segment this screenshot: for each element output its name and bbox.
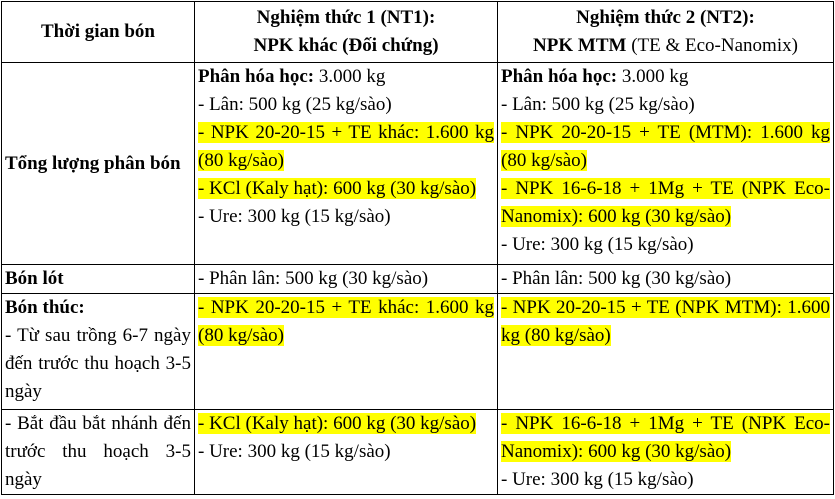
line: - NPK 20-20-15 + TE khác: 1.600 kg (80 k… <box>198 119 494 175</box>
text-run: - Ure: 300 kg (15 kg/sào) <box>501 234 694 255</box>
text-run: - NPK 16-6-18 + 1Mg + TE (NPK Eco-Nanomi… <box>501 413 830 462</box>
text-run: NPK khác (Đối chứng) <box>253 35 439 56</box>
line: NPK MTM (TE & Eco-Nanomix) <box>501 32 830 60</box>
line: - KCl (Kaly hạt): 600 kg (30 kg/sào) <box>198 410 494 438</box>
line: - Phân lân: 500 kg (30 kg/sào) <box>501 265 830 293</box>
text-run: - NPK 20-20-15 + TE khác: 1.600 kg (80 k… <box>198 122 494 171</box>
text-run: - Lân: 500 kg (25 kg/sào) <box>501 94 695 115</box>
text-run: 3.000 kg <box>314 66 386 87</box>
row-label-cell: Bón lót <box>1 264 195 294</box>
text-run: - Ure: 300 kg (15 kg/sào) <box>198 206 391 227</box>
text-run: - Phân lân: 500 kg (30 kg/sào) <box>501 268 732 289</box>
line: Phân hóa học: 3.000 kg <box>501 63 830 91</box>
row-label-cell: - Bắt đầu bắt nhánh đến trước thu hoạch … <box>1 409 195 495</box>
line: - NPK 16-6-18 + 1Mg + TE (NPK Eco-Nanomi… <box>501 410 830 466</box>
line: - Ure: 300 kg (15 kg/sào) <box>501 466 830 494</box>
line: - NPK 20-20-15 + TE (NPK MTM): 1.600 kg … <box>501 294 830 350</box>
header-cell: Thời gian bón <box>1 1 195 63</box>
line: - Ure: 300 kg (15 kg/sào) <box>198 438 494 466</box>
text-run: - Bắt đầu bắt nhánh đến trước thu hoạch … <box>5 413 191 490</box>
table-row: Bón lót - Phân lân: 500 kg (30 kg/sào) - P… <box>1 264 834 294</box>
header-cell: Nghiệm thức 2 (NT2): NPK MTM (TE & Eco-Na… <box>497 1 834 63</box>
cell: - NPK 16-6-18 + 1Mg + TE (NPK Eco-Nanomi… <box>497 409 834 495</box>
header-cell: Nghiệm thức 1 (NT1): NPK khác (Đối chứng) <box>194 1 498 63</box>
text-run: Phân hóa học: <box>501 66 618 87</box>
text-run: - Lân: 500 kg (25 kg/sào) <box>198 94 392 115</box>
line: NPK khác (Đối chứng) <box>198 32 494 60</box>
line: - NPK 20-20-15 + TE (MTM): 1.600 kg (80 … <box>501 119 830 175</box>
line: - Ure: 300 kg (15 kg/sào) <box>198 203 494 231</box>
text-run: (TE & Eco-Nanomix) <box>626 35 798 56</box>
line: - NPK 20-20-15 + TE khác: 1.600 kg (80 k… <box>198 294 494 350</box>
line: Nghiệm thức 1 (NT1): <box>198 4 494 32</box>
cell: - KCl (Kaly hạt): 600 kg (30 kg/sào) - Ur… <box>194 409 498 495</box>
line: Phân hóa học: 3.000 kg <box>198 63 494 91</box>
line: Bón thúc: <box>5 294 191 322</box>
line: Thời gian bón <box>5 18 191 46</box>
text-run: Phân hóa học: <box>198 66 315 87</box>
line: - NPK 16-6-18 + 1Mg + TE (NPK Eco-Nanomi… <box>501 175 830 231</box>
text-run: - Từ sau trồng 6-7 ngày đến trước thu ho… <box>5 325 191 402</box>
cell: Phân hóa học: 3.000 kg - Lân: 500 kg (25 … <box>497 62 834 265</box>
text-run: - Phân lân: 500 kg (30 kg/sào) <box>198 268 429 289</box>
cell: Phân hóa học: 3.000 kg - Lân: 500 kg (25 … <box>194 62 498 265</box>
text-run: Tổng lượng phân bón <box>5 152 181 174</box>
text-run: - NPK 20-20-15 + TE (NPK MTM): 1.600 kg … <box>501 297 830 346</box>
line: Bón lót <box>5 265 191 293</box>
line: - Từ sau trồng 6-7 ngày đến trước thu ho… <box>5 322 191 406</box>
line: Nghiệm thức 2 (NT2): <box>501 4 830 32</box>
text-run: Nghiệm thức 2 (NT2): <box>576 7 755 28</box>
text-run: - KCl (Kaly hạt): 600 kg (30 kg/sào) <box>198 413 477 434</box>
line: Tổng lượng phân bón <box>5 150 191 178</box>
header-row: Thời gian bón Nghiệm thức 1 (NT1): NPK khá… <box>1 1 834 63</box>
line: - Bắt đầu bắt nhánh đến trước thu hoạch … <box>5 410 191 494</box>
table-row: Tổng lượng phân bón Phân hóa học: 3.000 k… <box>1 62 834 265</box>
text-run: - NPK 20-20-15 + TE khác: 1.600 kg (80 k… <box>198 297 494 346</box>
row-label-cell: Tổng lượng phân bón <box>1 62 195 265</box>
text-run: - KCl (Kaly hạt): 600 kg (30 kg/sào) <box>198 178 477 199</box>
cell: - NPK 20-20-15 + TE khác: 1.600 kg (80 k… <box>194 293 498 410</box>
line: - Phân lân: 500 kg (30 kg/sào) <box>198 265 494 293</box>
text-run: Bón lót <box>5 268 64 289</box>
line: - Lân: 500 kg (25 kg/sào) <box>198 91 494 119</box>
table-row: - Bắt đầu bắt nhánh đến trước thu hoạch … <box>1 409 834 495</box>
cell: - Phân lân: 500 kg (30 kg/sào) <box>497 264 834 294</box>
text-run: 3.000 kg <box>617 66 689 87</box>
text-run: Nghiệm thức 1 (NT1): <box>256 7 436 28</box>
cell: - Phân lân: 500 kg (30 kg/sào) <box>194 264 498 294</box>
text-run: - NPK 20-20-15 + TE (MTM): 1.600 kg (80 … <box>501 122 830 171</box>
line: - KCl (Kaly hạt): 600 kg (30 kg/sào) <box>198 175 494 203</box>
text-run: Bón thúc: <box>5 297 85 318</box>
line: - Ure: 300 kg (15 kg/sào) <box>501 231 830 259</box>
cell: - NPK 20-20-15 + TE (NPK MTM): 1.600 kg … <box>497 293 834 410</box>
line: - Lân: 500 kg (25 kg/sào) <box>501 91 830 119</box>
text-run: NPK MTM <box>533 35 627 56</box>
text-run: - NPK 16-6-18 + 1Mg + TE (NPK Eco-Nanomi… <box>501 178 830 227</box>
text-run: Thời gian bón <box>40 21 156 42</box>
row-label-cell: Bón thúc: - Từ sau trồng 6-7 ngày đến trư… <box>1 293 195 410</box>
text-run: - Ure: 300 kg (15 kg/sào) <box>501 469 694 490</box>
text-run: - Ure: 300 kg (15 kg/sào) <box>198 441 391 462</box>
table-row: Bón thúc: - Từ sau trồng 6-7 ngày đến trư… <box>1 293 834 410</box>
